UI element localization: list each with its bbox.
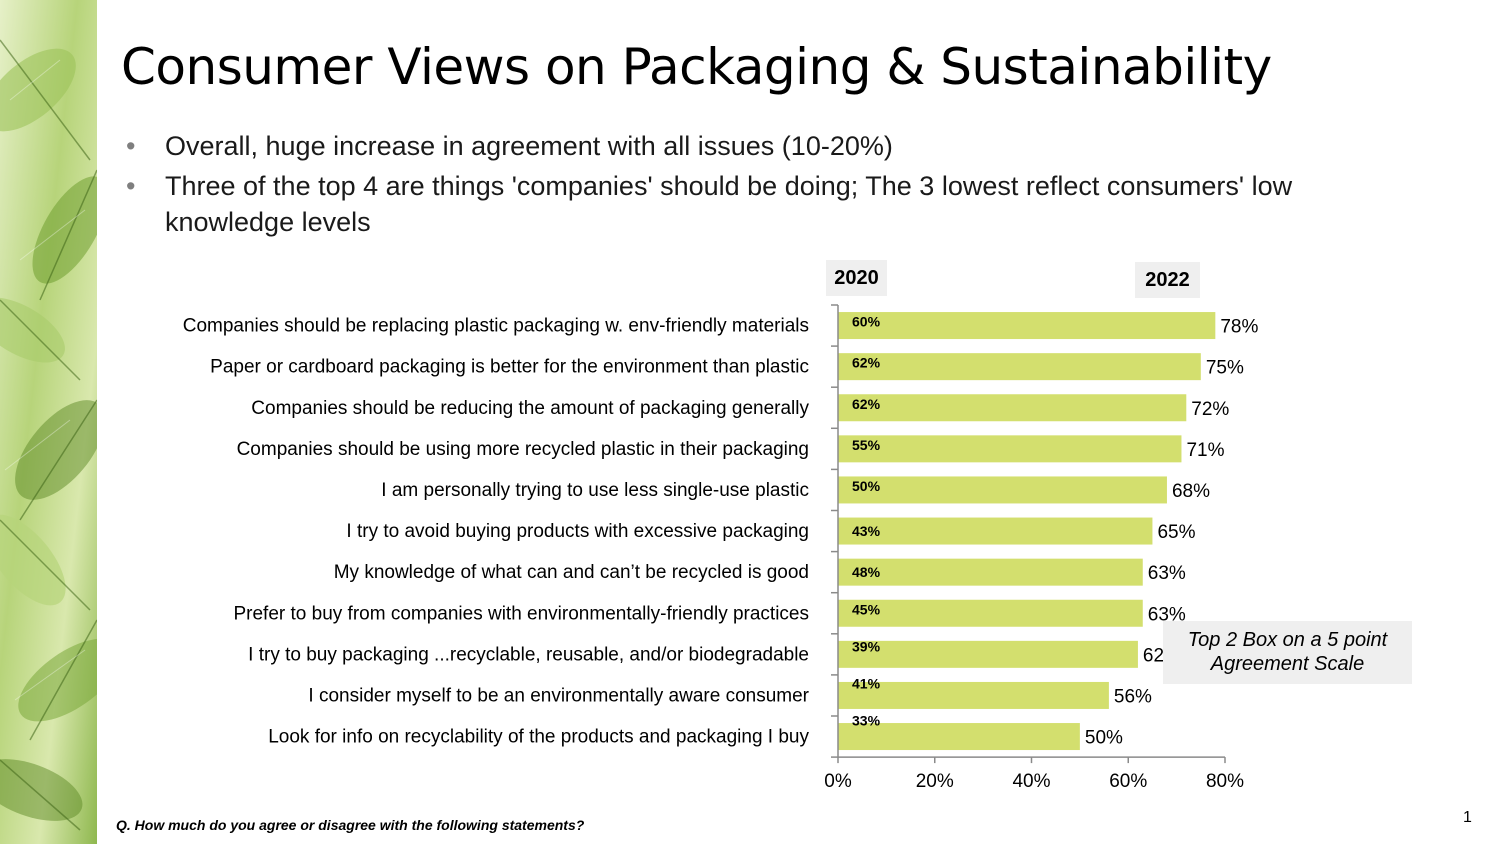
x-tick-label: 80%	[1206, 771, 1244, 792]
value-label-2020: 50%	[852, 478, 881, 494]
bullet-item: • Overall, huge increase in agreement wi…	[126, 128, 1416, 164]
category-label: I consider myself to be an environmental…	[308, 685, 809, 706]
x-tick-label: 0%	[824, 771, 852, 792]
value-label-2020: 41%	[852, 675, 881, 691]
category-label: I am personally trying to use less singl…	[381, 480, 809, 501]
bar-2022	[838, 723, 1080, 751]
value-label-2020: 62%	[852, 355, 881, 371]
category-label: Companies should be reducing the amount …	[251, 398, 809, 419]
page-title: Consumer Views on Packaging & Sustainabi…	[121, 38, 1272, 96]
value-label-2022: 50%	[1085, 728, 1123, 749]
value-label-2020: 60%	[852, 314, 881, 330]
value-label-2022: 75%	[1206, 358, 1244, 379]
category-label: Companies should be replacing plastic pa…	[183, 316, 809, 337]
value-label-2022: 68%	[1172, 481, 1210, 502]
value-label-2020: 55%	[852, 437, 881, 453]
value-label-2020: 45%	[852, 601, 881, 617]
category-label: I try to avoid buying products with exce…	[346, 521, 809, 542]
bar-2022	[838, 435, 1182, 463]
x-tick-label: 20%	[916, 771, 954, 792]
leaf-decoration-image	[0, 0, 97, 844]
year-badge-2022: 2022	[1135, 262, 1200, 298]
value-label-2020: 62%	[852, 396, 881, 412]
bullet-item: • Three of the top 4 are things 'compani…	[126, 168, 1416, 240]
value-label-2022: 63%	[1148, 563, 1186, 584]
bullet-list: • Overall, huge increase in agreement wi…	[126, 128, 1416, 244]
page-number: 1	[1463, 809, 1472, 826]
bullet-icon: •	[126, 171, 136, 201]
category-label: My knowledge of what can and can’t be re…	[334, 562, 809, 583]
value-label-2020: 43%	[852, 523, 881, 539]
category-label: I try to buy packaging ...recyclable, re…	[248, 644, 809, 665]
survey-question: Q. How much do you agree or disagree wit…	[116, 817, 585, 833]
category-label: Look for info on recyclability of the pr…	[268, 727, 809, 748]
value-label-2020: 48%	[852, 564, 881, 580]
value-label-2022: 63%	[1148, 604, 1186, 625]
value-label-2020: 39%	[852, 638, 881, 654]
scale-note-line: Top 2 Box on a 5 point	[1187, 629, 1388, 651]
value-label-2022: 65%	[1157, 522, 1195, 543]
bar-2022	[838, 353, 1201, 381]
bullet-text: Overall, huge increase in agreement with…	[165, 131, 893, 161]
scale-note-box: Top 2 Box on a 5 point Agreement Scale	[1163, 621, 1412, 684]
value-label-2022: 56%	[1114, 686, 1152, 707]
bar-2022	[838, 599, 1143, 627]
x-tick-label: 60%	[1109, 771, 1147, 792]
x-tick-label: 40%	[1012, 771, 1050, 792]
value-label-2020: 33%	[852, 713, 881, 729]
bar-2022	[838, 476, 1167, 504]
category-label: Companies should be using more recycled …	[237, 439, 809, 460]
bar-2022	[838, 681, 1109, 709]
scale-note-line: Agreement Scale	[1210, 653, 1365, 675]
bullet-icon: •	[126, 131, 136, 161]
bar-2022	[838, 394, 1187, 422]
bar-2022	[838, 517, 1153, 545]
bar-2022	[838, 640, 1138, 668]
value-label-2022: 78%	[1220, 317, 1258, 338]
bullet-text: Three of the top 4 are things 'companies…	[165, 171, 1293, 237]
value-label-2022: 71%	[1186, 440, 1224, 461]
bar-2022	[838, 558, 1143, 586]
bar-2022	[838, 312, 1216, 340]
value-label-2022: 72%	[1191, 399, 1229, 420]
category-label: Prefer to buy from companies with enviro…	[233, 603, 809, 624]
year-badge-2020: 2020	[826, 260, 887, 296]
category-label: Paper or cardboard packaging is better f…	[210, 357, 809, 378]
